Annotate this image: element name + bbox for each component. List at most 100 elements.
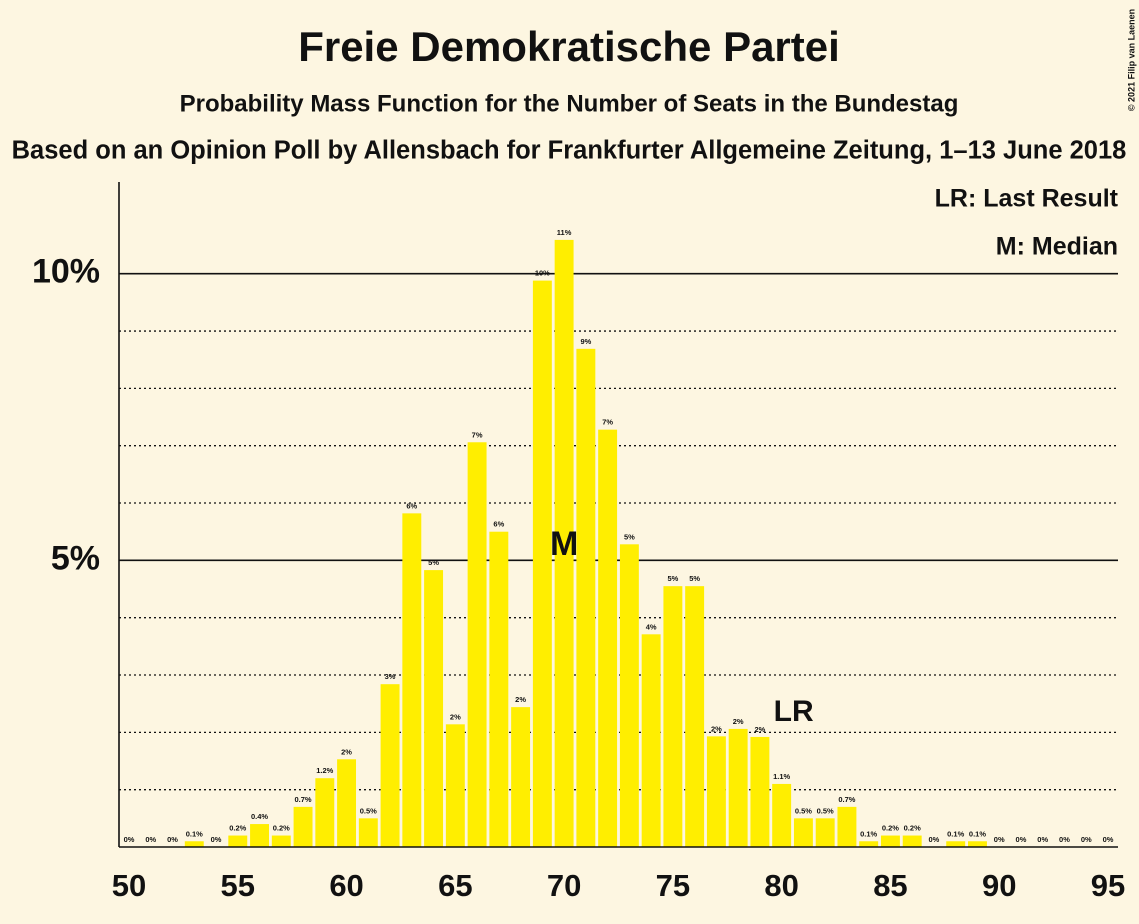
copyright: © 2021 Filip van Laenen	[1126, 9, 1136, 111]
median-marker: M	[550, 525, 578, 563]
value-label: 5%	[624, 532, 635, 541]
value-label: 1.1%	[773, 772, 790, 781]
value-label: 5%	[667, 574, 678, 583]
value-label: 7%	[602, 418, 613, 427]
bar	[706, 736, 726, 847]
x-tick-label: 75	[656, 868, 690, 903]
value-label: 5%	[428, 558, 439, 567]
bar	[619, 544, 639, 847]
value-label: 0.1%	[969, 829, 986, 838]
value-label: 0%	[1016, 835, 1027, 844]
bar	[445, 724, 465, 847]
bar	[880, 835, 900, 847]
x-tick-label: 65	[438, 868, 472, 903]
bar	[815, 818, 835, 847]
value-label: 10%	[535, 269, 550, 278]
bar	[554, 239, 574, 847]
value-label: 0.5%	[795, 806, 812, 815]
value-label: 0%	[145, 835, 156, 844]
last-result-marker: LR	[774, 695, 814, 728]
x-tick-label: 60	[329, 868, 363, 903]
value-label: 0.2%	[882, 824, 899, 833]
bar	[380, 684, 400, 847]
value-label: 7%	[472, 430, 483, 439]
value-label: 0.2%	[904, 824, 921, 833]
bar	[511, 707, 531, 847]
value-label: 1.2%	[316, 766, 333, 775]
bar	[641, 634, 661, 847]
value-label: 11%	[557, 228, 572, 237]
bar	[598, 429, 618, 847]
bar	[793, 818, 813, 847]
bar	[946, 841, 966, 847]
value-label: 0%	[211, 835, 222, 844]
y-tick-label: 10%	[32, 253, 100, 291]
value-label: 0.2%	[229, 824, 246, 833]
bar	[184, 841, 204, 847]
y-tick-label: 5%	[51, 539, 100, 577]
bar	[293, 806, 313, 847]
legend-entry: M: Median	[996, 233, 1118, 261]
value-label: 3%	[385, 672, 396, 681]
bar	[467, 442, 487, 847]
value-label: 2%	[733, 717, 744, 726]
value-label: 0.7%	[838, 795, 855, 804]
value-label: 0%	[1037, 835, 1048, 844]
bar	[728, 728, 748, 847]
bar	[859, 841, 879, 847]
value-label: 0.4%	[251, 812, 268, 821]
value-label: 0.5%	[360, 806, 377, 815]
chart-title: Freie Demokratische Partei	[298, 23, 840, 70]
value-label: 0.1%	[186, 829, 203, 838]
value-label: 0%	[994, 835, 1005, 844]
bar	[228, 835, 248, 847]
bar	[271, 835, 291, 847]
value-label: 4%	[646, 622, 657, 631]
value-label: 0%	[167, 835, 178, 844]
bar	[967, 841, 987, 847]
value-label: 0.7%	[294, 795, 311, 804]
value-label: 2%	[515, 695, 526, 704]
bar	[663, 586, 683, 847]
bar	[837, 806, 857, 847]
value-label: 0.2%	[273, 824, 290, 833]
x-tick-label: 90	[982, 868, 1016, 903]
bar	[576, 348, 596, 847]
bar	[337, 759, 357, 847]
value-label: 0.5%	[817, 806, 834, 815]
x-tick-label: 50	[112, 868, 146, 903]
bar	[424, 570, 444, 847]
bar	[315, 778, 335, 847]
x-tick-label: 55	[221, 868, 255, 903]
value-label: 6%	[406, 501, 417, 510]
value-label: 0%	[124, 835, 135, 844]
value-label: 0%	[1103, 835, 1114, 844]
bar	[902, 835, 922, 847]
value-label: 9%	[580, 337, 591, 346]
chart-source: Based on an Opinion Poll by Allensbach f…	[12, 137, 1127, 165]
value-label: 6%	[493, 520, 504, 529]
bar	[250, 824, 270, 847]
value-label: 2%	[754, 725, 765, 734]
x-tick-label: 95	[1091, 868, 1125, 903]
value-label: 0%	[1081, 835, 1092, 844]
value-label: 0.1%	[860, 829, 877, 838]
value-label: 5%	[689, 574, 700, 583]
value-label: 2%	[450, 712, 461, 721]
value-label: 0%	[929, 835, 940, 844]
x-tick-label: 85	[873, 868, 907, 903]
legend-entry: LR: Last Result	[935, 185, 1119, 213]
chart-subtitle: Probability Mass Function for the Number…	[180, 90, 959, 117]
value-label: 0%	[1059, 835, 1070, 844]
bar	[358, 818, 378, 847]
bar	[772, 783, 792, 847]
bar	[750, 736, 770, 847]
value-label: 2%	[341, 747, 352, 756]
value-label: 2%	[711, 724, 722, 733]
x-tick-label: 70	[547, 868, 581, 903]
value-label: 0.1%	[947, 829, 964, 838]
bar	[402, 513, 422, 847]
bar	[489, 531, 509, 847]
bar	[685, 586, 705, 847]
